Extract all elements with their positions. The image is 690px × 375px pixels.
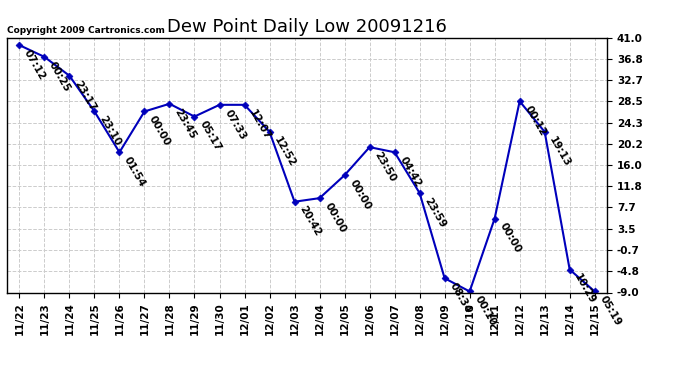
Text: 23:50: 23:50 — [373, 150, 397, 184]
Text: 00:25: 00:25 — [47, 60, 72, 93]
Text: 01:54: 01:54 — [122, 155, 148, 189]
Text: 04:42: 04:42 — [397, 155, 423, 189]
Text: 05:19: 05:19 — [598, 294, 622, 328]
Title: Dew Point Daily Low 20091216: Dew Point Daily Low 20091216 — [167, 18, 447, 36]
Text: 23:10: 23:10 — [97, 114, 122, 148]
Text: 08:34: 08:34 — [447, 281, 473, 315]
Text: 07:33: 07:33 — [222, 108, 248, 141]
Text: 23:45: 23:45 — [172, 106, 197, 140]
Text: 00:00: 00:00 — [322, 201, 348, 235]
Text: 00:10: 00:10 — [473, 294, 497, 328]
Text: Copyright 2009 Cartronics.com: Copyright 2009 Cartronics.com — [7, 26, 165, 35]
Text: 00:00: 00:00 — [497, 221, 522, 255]
Text: 12:07: 12:07 — [247, 108, 273, 141]
Text: 19:13: 19:13 — [547, 135, 573, 168]
Text: 10:29: 10:29 — [573, 272, 598, 306]
Text: 20:42: 20:42 — [297, 204, 323, 238]
Text: 07:12: 07:12 — [22, 48, 48, 82]
Text: 12:52: 12:52 — [273, 135, 297, 168]
Text: 23:17: 23:17 — [72, 78, 97, 112]
Text: 00:12: 00:12 — [522, 104, 548, 138]
Text: 23:59: 23:59 — [422, 196, 448, 230]
Text: 05:17: 05:17 — [197, 119, 223, 153]
Text: 00:00: 00:00 — [347, 178, 373, 212]
Text: 00:00: 00:00 — [147, 114, 172, 148]
